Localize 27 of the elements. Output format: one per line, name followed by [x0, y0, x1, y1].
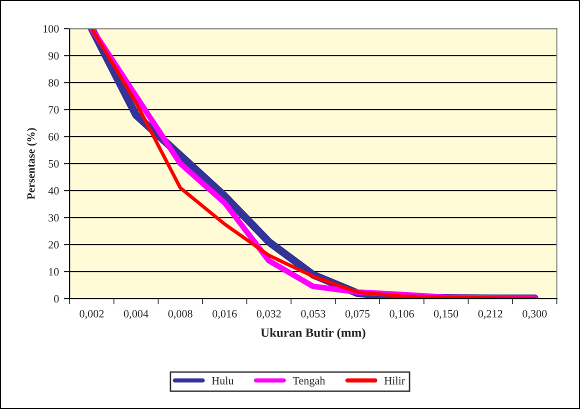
x-tick-label: 0,004 — [124, 310, 148, 320]
y-tick-label: 0 — [54, 295, 59, 303]
x-tick-label: 0,075 — [345, 310, 370, 320]
y-tick-label: 90 — [48, 52, 59, 60]
y-tick-label: 30 — [48, 214, 59, 222]
legend-label: Hilir — [384, 376, 405, 384]
y-tick-label: 10 — [49, 268, 59, 276]
y-tick-label: 70 — [48, 106, 59, 114]
y-axis-title: Persentase (%) — [26, 128, 37, 200]
y-tick-label: 60 — [48, 133, 59, 141]
y-tick-label: 80 — [48, 79, 59, 87]
legend-label: Hulu — [212, 376, 234, 384]
x-tick-label: 0,106 — [390, 310, 414, 320]
x-tick-label: 0,212 — [478, 310, 502, 320]
x-tick-label: 0,016 — [212, 310, 237, 320]
y-tick-label: 50 — [48, 160, 59, 168]
y-tick-label: 40 — [48, 187, 59, 195]
y-tick-label: 20 — [48, 241, 59, 249]
x-tick-label: 0,300 — [522, 310, 547, 320]
x-tick-label: 0,002 — [80, 310, 104, 320]
x-tick-label: 0,008 — [168, 310, 192, 320]
x-tick-label: 0,053 — [301, 310, 326, 320]
legend-label: Tengah — [292, 376, 326, 387]
y-tick-label: 100 — [43, 25, 59, 33]
x-tick-label: 0,032 — [256, 310, 281, 320]
x-axis-title: Ukuran Butir (mm) — [260, 328, 366, 340]
x-tick-label: 0,150 — [434, 310, 458, 320]
